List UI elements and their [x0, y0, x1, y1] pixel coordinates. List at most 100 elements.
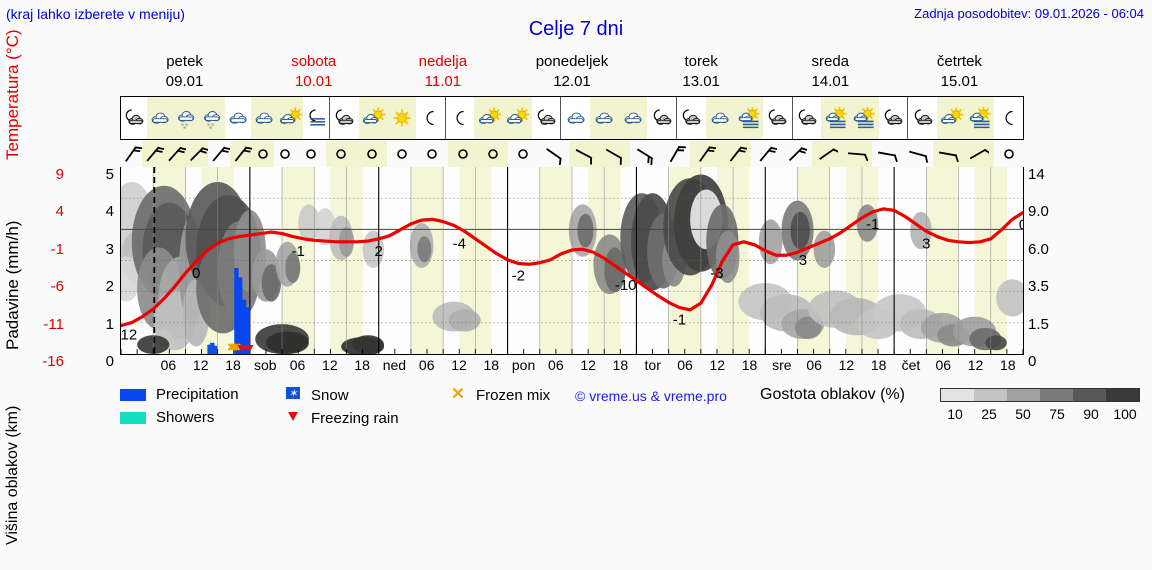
- day-date: 09.01: [165, 73, 204, 90]
- svg-text:✳: ✳: [180, 123, 184, 129]
- moon-icon: [446, 97, 475, 139]
- time-tick-label: 12: [192, 357, 209, 373]
- cloud-height-axis-title: Višina oblakov (km): [4, 405, 21, 545]
- cloud-density-key-title: Gostota oblakov (%): [760, 386, 905, 404]
- axis-tick: 0: [1028, 353, 1037, 370]
- wind-calm-icon: [508, 141, 538, 167]
- time-tick-label: 18: [354, 357, 370, 373]
- moon-fog-icon: [303, 97, 329, 139]
- time-axis-day-3: pon 06 12 18: [507, 357, 636, 377]
- sun-fog-icon: [850, 97, 879, 139]
- icon-day-group-6: [908, 97, 1023, 139]
- moon-cloud-icon: [330, 97, 359, 139]
- time-axis-day-4: tor 06 12 18: [637, 357, 766, 377]
- cloud-icon: [147, 97, 173, 139]
- time-tick-label: sre: [772, 357, 792, 373]
- time-tick-label: 06: [935, 357, 952, 373]
- precipitation-axis-title: Padavine (mm/h): [3, 220, 22, 350]
- sun-fog-icon: [821, 97, 851, 139]
- day-header-1: sobota 10.01: [249, 52, 378, 94]
- precipitation-axis-ticks: 5 4 3 2 1 0: [88, 160, 114, 370]
- axis-tick: -1: [50, 240, 64, 258]
- day-name: ponedeljek: [535, 53, 609, 70]
- moon-icon: [416, 97, 445, 139]
- wind-barb-icon: [872, 141, 902, 167]
- moon-cloud-icon: [908, 97, 937, 139]
- svg-text:✳: ✳: [209, 125, 213, 129]
- wind-barb-icon: [208, 141, 230, 167]
- legend-snow-label: Snow: [311, 386, 349, 404]
- svg-text:✳: ✳: [185, 123, 189, 129]
- wind-barb-icon: [660, 141, 690, 167]
- legend-freezing-rain-label: Freezing rain: [311, 409, 399, 427]
- svg-text:-3: -3: [710, 265, 723, 282]
- moon-cloud-icon: [647, 97, 676, 139]
- wind-calm-icon: [417, 141, 447, 167]
- sun-icon: [387, 97, 417, 139]
- legend-freezing-rain: Freezing rain: [285, 409, 399, 427]
- showers-swatch: [120, 411, 146, 424]
- icon-day-group-3: [561, 97, 678, 139]
- svg-text:✶: ✶: [212, 344, 219, 353]
- wind-barb-icon: [963, 141, 994, 167]
- time-tick-label: 12: [838, 357, 855, 373]
- wind-barb-icon: [690, 141, 721, 167]
- sun-fog-icon: [965, 97, 995, 139]
- cloud-icon: [251, 97, 277, 139]
- cloud-density-colorbar: [940, 388, 1140, 402]
- day-name: torek: [684, 53, 718, 70]
- page-title: Celje 7 dni: [528, 18, 624, 40]
- legend-snow: ✶ Snow: [285, 386, 349, 404]
- wind-barb-strip: [120, 141, 1024, 167]
- cloud-snow-icon: ✳ ✳ ✳: [199, 97, 225, 139]
- sun-fog-icon: [734, 97, 764, 139]
- svg-text:✳: ✳: [183, 125, 187, 129]
- chart-legend: Precipitation Showers ✶ Snow Freezing ra…: [120, 382, 1146, 438]
- day-name: četrtek: [936, 53, 982, 70]
- wind-barb-icon: [120, 141, 142, 167]
- sun-cloud-icon: [937, 97, 966, 139]
- svg-text:✶: ✶: [207, 344, 214, 353]
- time-axis-day-0: 06 12 18: [120, 357, 249, 377]
- time-axis-day-5: sre 06 12 18: [766, 357, 895, 377]
- time-tick-label: 18: [483, 357, 500, 373]
- time-tick-label: tor: [644, 357, 661, 373]
- time-tick-label: 18: [225, 357, 241, 373]
- axis-tick: 0: [105, 353, 114, 370]
- day-name: sreda: [811, 53, 850, 70]
- wind-day-group-4: [660, 141, 781, 167]
- day-header-5: sreda 14.01: [766, 52, 895, 94]
- moon-cloud-icon: [121, 97, 147, 139]
- moon-icon: [994, 97, 1023, 139]
- axis-tick: 1: [105, 315, 114, 333]
- legend-showers: Showers: [120, 409, 214, 426]
- copyright-link[interactable]: © vreme.us & vreme.pro: [575, 388, 727, 404]
- wind-barb-icon: [599, 141, 630, 167]
- icon-day-group-5: [793, 97, 909, 139]
- day-date: 15.01: [940, 73, 979, 90]
- moon-cloud-icon: [677, 97, 706, 139]
- wind-day-group-3: [539, 141, 660, 167]
- wind-barb-icon: [932, 141, 964, 167]
- icon-day-group-0: ✳ ✳ ✳ ✳ ✳ ✳: [121, 97, 330, 139]
- time-tick-label: 12: [580, 357, 596, 373]
- axis-tick: 1.5: [1028, 315, 1049, 333]
- moon-cloud-icon: [532, 97, 561, 139]
- copyright-label: © vreme.us & vreme.pro: [575, 388, 727, 404]
- meteogram-plot: ✶✶✶-120-12-4-2-10-1-33-130: [120, 167, 1024, 355]
- svg-text:2: 2: [375, 243, 383, 260]
- time-axis-day-1: sob 06 12 18: [249, 357, 378, 377]
- location-menu-note: (kraj lahko izberete v meniju): [6, 6, 185, 22]
- cloud-density-step-3: [1040, 389, 1073, 401]
- axis-tick: -6: [50, 278, 64, 296]
- temperature-axis-ticks: 9 4 -1 -6 -11 -16: [30, 160, 64, 370]
- wind-day-group-5: [781, 141, 902, 167]
- day-date: 11.01: [424, 73, 462, 90]
- svg-text:✳: ✳: [206, 123, 210, 129]
- time-tick-label: 12: [322, 357, 338, 373]
- wind-calm-icon: [477, 141, 509, 167]
- wind-calm-icon: [274, 141, 296, 167]
- wind-barb-icon: [781, 141, 811, 167]
- svg-text:-2: -2: [512, 267, 525, 284]
- wind-calm-icon: [387, 141, 417, 167]
